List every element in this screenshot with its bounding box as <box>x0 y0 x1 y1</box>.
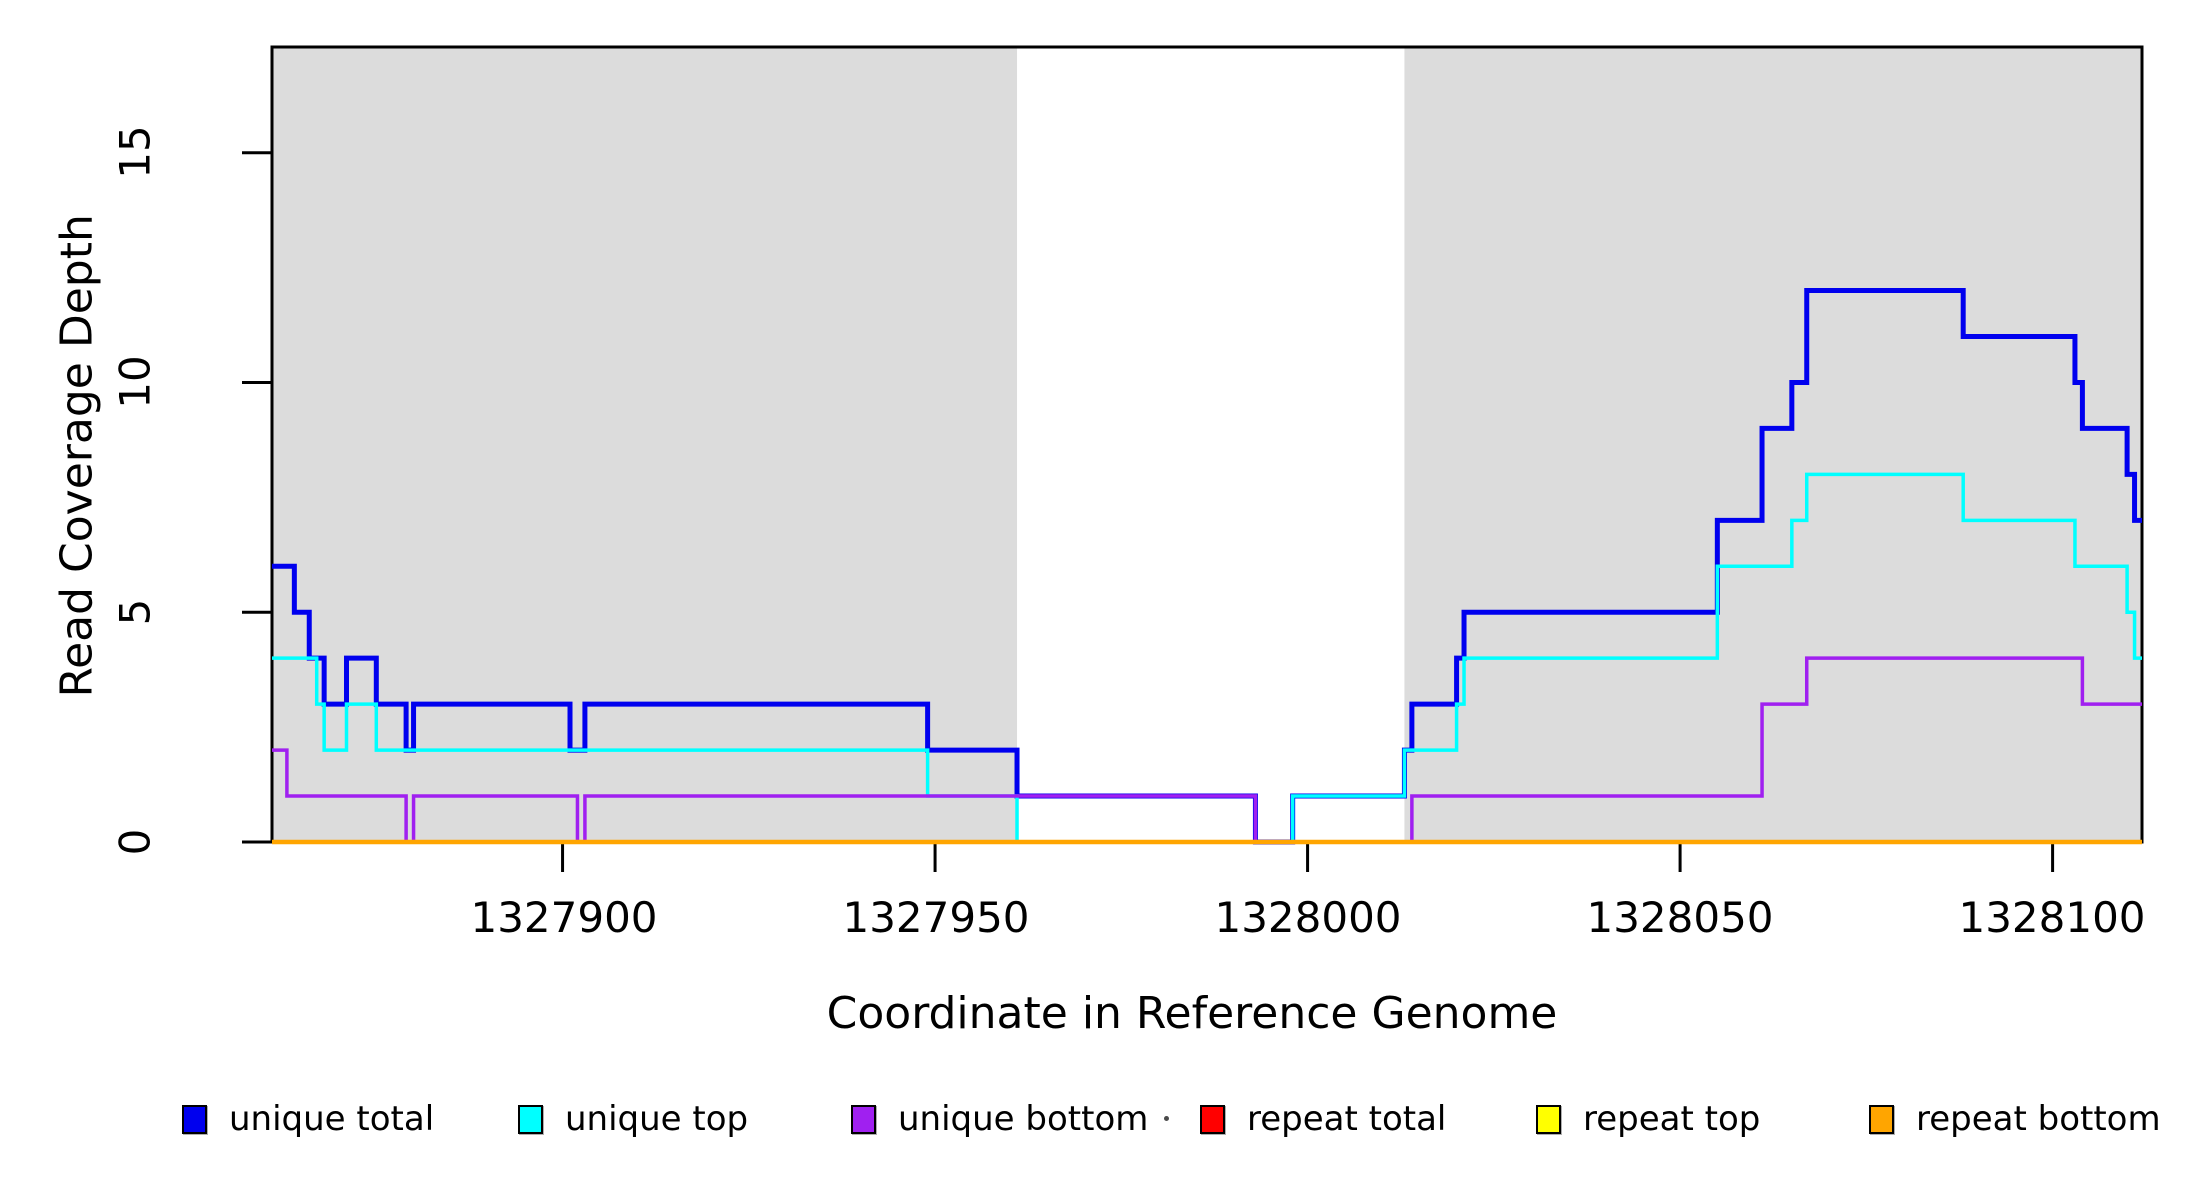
x-tick-label-1327900: 1327900 <box>470 893 658 942</box>
repeat-bottom-swatch-icon <box>1869 1104 1894 1134</box>
y-tick-label-0: 0 <box>110 828 160 856</box>
y-axis-title: Read Coverage Depth <box>51 214 103 698</box>
x-tick-label-1328000: 1328000 <box>1214 893 1402 942</box>
y-tick-label-15: 15 <box>110 125 160 179</box>
shaded-region-1 <box>1404 47 2142 842</box>
unique-bottom-swatch-icon <box>851 1104 876 1134</box>
legend-item-repeat-total: repeat total <box>1200 1099 1447 1139</box>
legend-item-unique-total: unique total <box>182 1099 435 1139</box>
legend-item-repeat-top: repeat top <box>1536 1099 1761 1139</box>
legend-label: repeat total <box>1247 1099 1447 1139</box>
x-axis-title: Coordinate in Reference Genome <box>826 988 1558 1039</box>
shaded-region-0 <box>272 47 1018 842</box>
repeat-total-swatch-icon <box>1200 1104 1225 1134</box>
legend-item-unique-top: unique top <box>518 1099 749 1139</box>
x-tick-label-1328100: 1328100 <box>1958 893 2146 942</box>
legend-label: repeat top <box>1583 1099 1761 1139</box>
unique-total-swatch-icon <box>182 1104 207 1134</box>
legend-label: unique top <box>565 1099 749 1139</box>
legend-label: unique bottom <box>898 1099 1149 1139</box>
repeat-top-swatch-icon <box>1536 1104 1561 1134</box>
y-tick-label-5: 5 <box>110 598 160 626</box>
series-line-unique-bottom <box>272 656 2142 844</box>
x-tick-label-1328050: 1328050 <box>1586 893 1774 942</box>
x-tick-label-1327950: 1327950 <box>842 893 1030 942</box>
unique-top-swatch-icon <box>518 1104 543 1134</box>
legend-label: repeat bottom <box>1916 1099 2161 1139</box>
y-tick-label-10: 10 <box>110 355 160 409</box>
series-line-unique-top <box>272 472 2142 844</box>
stray-dot <box>1164 1116 1169 1121</box>
legend-label: unique total <box>229 1099 435 1139</box>
legend-item-unique-bottom: unique bottom <box>851 1099 1149 1139</box>
legend-item-repeat-bottom: repeat bottom <box>1869 1099 2161 1139</box>
